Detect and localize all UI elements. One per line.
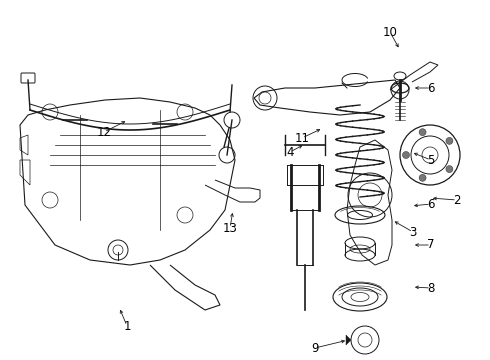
Text: 10: 10 <box>383 26 397 39</box>
Circle shape <box>446 138 453 144</box>
Text: 6: 6 <box>427 81 435 94</box>
Text: 11: 11 <box>294 131 310 144</box>
Polygon shape <box>346 335 351 345</box>
Text: 7: 7 <box>427 238 435 252</box>
Text: 1: 1 <box>123 320 131 333</box>
Text: 4: 4 <box>286 145 294 158</box>
Text: 12: 12 <box>97 126 112 139</box>
Text: 5: 5 <box>427 153 435 166</box>
Circle shape <box>419 174 426 181</box>
Circle shape <box>419 129 426 136</box>
Text: 8: 8 <box>427 282 435 294</box>
Text: 9: 9 <box>311 342 319 355</box>
Text: 13: 13 <box>222 221 238 234</box>
Circle shape <box>402 152 410 158</box>
Text: 2: 2 <box>453 194 461 207</box>
Circle shape <box>446 166 453 172</box>
Text: 3: 3 <box>409 225 416 238</box>
Text: 6: 6 <box>427 198 435 211</box>
